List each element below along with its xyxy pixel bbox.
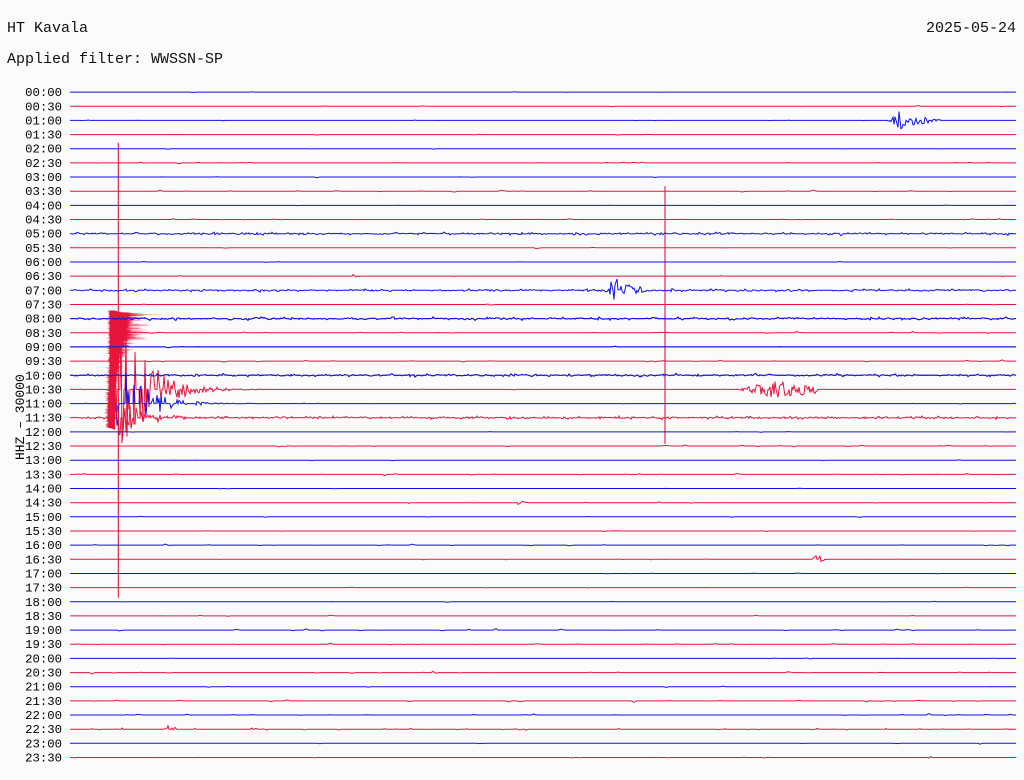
svg-text:11:30: 11:30 <box>25 412 62 426</box>
svg-text:Applied filter: WWSSN-SP: Applied filter: WWSSN-SP <box>7 51 223 68</box>
svg-text:05:30: 05:30 <box>25 242 62 256</box>
svg-text:17:30: 17:30 <box>25 582 62 596</box>
svg-text:20:00: 20:00 <box>25 652 62 666</box>
svg-text:02:30: 02:30 <box>25 157 62 171</box>
svg-text:21:00: 21:00 <box>25 681 62 695</box>
svg-text:22:30: 22:30 <box>25 723 62 737</box>
svg-text:04:30: 04:30 <box>25 214 62 228</box>
svg-text:02:00: 02:00 <box>25 143 62 157</box>
svg-text:17:00: 17:00 <box>25 567 62 581</box>
svg-text:07:00: 07:00 <box>25 284 62 298</box>
svg-text:09:00: 09:00 <box>25 341 62 355</box>
svg-text:2025-05-24: 2025-05-24 <box>926 20 1016 37</box>
svg-text:23:00: 23:00 <box>25 737 62 751</box>
svg-text:12:30: 12:30 <box>25 440 62 454</box>
svg-text:06:00: 06:00 <box>25 256 62 270</box>
svg-text:08:30: 08:30 <box>25 327 62 341</box>
svg-text:12:00: 12:00 <box>25 426 62 440</box>
svg-text:01:00: 01:00 <box>25 114 62 128</box>
svg-text:15:00: 15:00 <box>25 511 62 525</box>
svg-text:01:30: 01:30 <box>25 129 62 143</box>
svg-text:10:00: 10:00 <box>25 369 62 383</box>
svg-text:08:00: 08:00 <box>25 313 62 327</box>
svg-text:03:00: 03:00 <box>25 171 62 185</box>
svg-text:19:00: 19:00 <box>25 624 62 638</box>
svg-text:21:30: 21:30 <box>25 695 62 709</box>
svg-text:06:30: 06:30 <box>25 270 62 284</box>
svg-text:09:30: 09:30 <box>25 355 62 369</box>
svg-text:20:30: 20:30 <box>25 667 62 681</box>
svg-text:00:30: 00:30 <box>25 100 62 114</box>
svg-text:00:00: 00:00 <box>25 86 62 100</box>
svg-text:16:30: 16:30 <box>25 553 62 567</box>
svg-text:04:00: 04:00 <box>25 199 62 213</box>
svg-text:14:00: 14:00 <box>25 483 62 497</box>
svg-text:18:30: 18:30 <box>25 610 62 624</box>
svg-text:23:30: 23:30 <box>25 752 62 766</box>
svg-text:16:00: 16:00 <box>25 539 62 553</box>
svg-text:HT Kavala: HT Kavala <box>7 20 88 37</box>
svg-text:15:30: 15:30 <box>25 525 62 539</box>
svg-text:18:00: 18:00 <box>25 596 62 610</box>
svg-text:14:30: 14:30 <box>25 497 62 511</box>
svg-text:10:30: 10:30 <box>25 383 62 397</box>
svg-text:05:00: 05:00 <box>25 228 62 242</box>
svg-text:07:30: 07:30 <box>25 298 62 312</box>
svg-text:11:00: 11:00 <box>25 398 62 412</box>
svg-text:13:00: 13:00 <box>25 454 62 468</box>
svg-text:19:30: 19:30 <box>25 638 62 652</box>
svg-text:03:30: 03:30 <box>25 185 62 199</box>
svg-text:13:30: 13:30 <box>25 468 62 482</box>
svg-text:22:00: 22:00 <box>25 709 62 723</box>
